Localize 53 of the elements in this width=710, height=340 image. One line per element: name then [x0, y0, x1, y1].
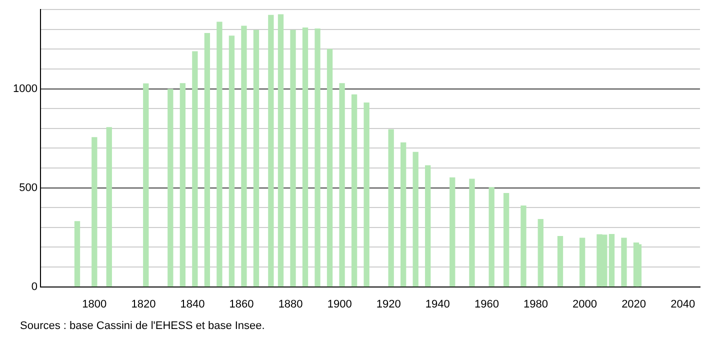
- bar: [106, 127, 112, 287]
- bar: [180, 83, 186, 287]
- bar: [192, 51, 198, 287]
- bar: [168, 88, 174, 287]
- x-tick-label: 1820: [131, 298, 156, 310]
- bar: [253, 30, 260, 287]
- x-tick-label: 1940: [425, 298, 450, 310]
- x-tick-label: 1960: [474, 298, 499, 310]
- bar: [520, 205, 526, 287]
- bar: [621, 238, 627, 287]
- x-tick-label: 1980: [523, 298, 548, 310]
- x-tick-label: 2020: [622, 298, 646, 310]
- bar: [425, 165, 431, 287]
- y-tick-label: 500: [19, 182, 38, 194]
- x-tick-label: 1900: [327, 298, 352, 310]
- bar: [216, 22, 222, 287]
- source-note: Sources : base Cassini de l'EHESS et base Insee.: [20, 320, 265, 332]
- bar: [143, 83, 149, 287]
- bar: [326, 48, 333, 287]
- bar: [268, 14, 274, 287]
- bar: [400, 142, 406, 287]
- bar: [364, 102, 370, 287]
- x-tick-label: 1860: [229, 298, 254, 310]
- bar: [579, 238, 586, 287]
- bar: [241, 26, 247, 287]
- x-tick-label: 1920: [376, 298, 401, 310]
- bar: [388, 129, 394, 287]
- bar: [314, 28, 320, 287]
- bar: [339, 83, 345, 287]
- bar: [557, 236, 564, 287]
- bar: [204, 33, 210, 287]
- bar: [92, 137, 98, 287]
- x-tick-label: 2040: [670, 298, 696, 310]
- bar: [450, 177, 456, 287]
- bar: [608, 234, 615, 287]
- x-tick-label: 1880: [278, 298, 303, 310]
- x-tick-label: 1840: [180, 298, 205, 310]
- bar: [412, 152, 418, 287]
- bar: [302, 27, 308, 287]
- x-tick-label: 2000: [572, 298, 598, 310]
- bar: [74, 221, 80, 287]
- y-tick-label: 0: [31, 280, 38, 293]
- x-tick-label: 1800: [82, 298, 107, 310]
- bar: [228, 36, 235, 287]
- bar: [469, 178, 475, 287]
- y-tick-label: 1000: [12, 82, 38, 95]
- bar: [538, 218, 544, 287]
- bar: [351, 94, 358, 287]
- bar: [503, 193, 510, 287]
- bar: [636, 244, 642, 287]
- bar: [488, 187, 494, 287]
- bar: [278, 14, 284, 287]
- bar: [290, 30, 296, 287]
